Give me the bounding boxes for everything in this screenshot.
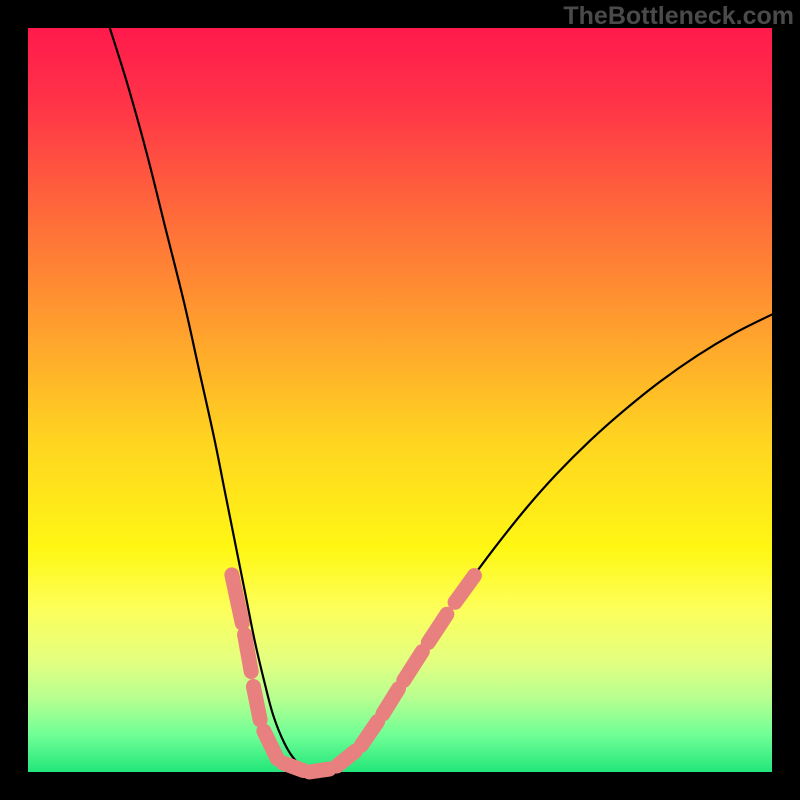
chart-svg: [28, 28, 772, 772]
marker-segment: [245, 634, 252, 671]
marker-segment: [309, 769, 329, 772]
marker-segment: [428, 614, 447, 642]
watermark-text: TheBottleneck.com: [563, 2, 794, 31]
marker-segment: [283, 763, 303, 770]
figure-root: TheBottleneck.com: [0, 0, 800, 800]
marker-segment: [264, 731, 277, 759]
marker-segment: [383, 689, 399, 714]
marker-segment: [455, 576, 474, 603]
marker-segment: [253, 686, 260, 719]
marker-segment: [337, 751, 356, 766]
plot-area: [28, 28, 772, 772]
marker-group: [232, 575, 475, 772]
curve-group: [110, 28, 772, 772]
left-curve: [110, 28, 318, 772]
marker-segment: [361, 721, 377, 745]
marker-segment: [232, 575, 242, 623]
marker-segment: [404, 651, 423, 680]
